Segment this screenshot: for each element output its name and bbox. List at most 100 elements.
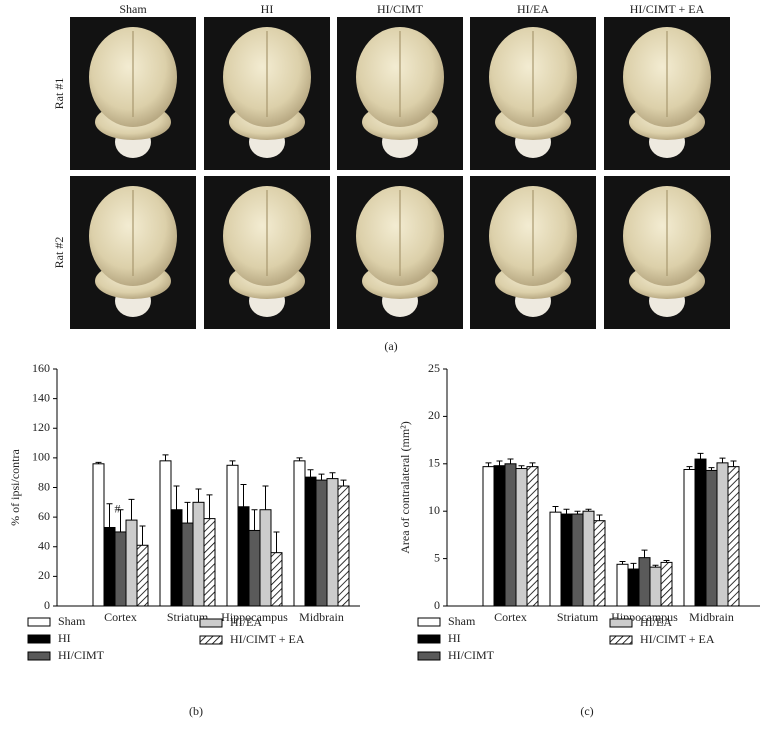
photo-panel: Sham HI HI/CIMT HI/EA HI/CIMT + EA Rat #1 Rat … — [52, 2, 730, 329]
legend-swatch — [609, 618, 633, 628]
bar — [649, 566, 662, 607]
bar — [660, 561, 673, 607]
x-tick-label: Cortex — [104, 610, 137, 624]
chart-caption: (b) — [189, 704, 203, 718]
error-bar — [307, 469, 314, 478]
y-tick-label: 10 — [428, 503, 440, 517]
error-bar — [663, 559, 670, 563]
column-label: HI/EA — [517, 2, 549, 16]
error-bar — [697, 452, 704, 460]
bar — [337, 485, 350, 607]
bar — [627, 568, 640, 607]
bar — [92, 463, 105, 607]
y-tick-label: 0 — [44, 598, 50, 612]
error-bar — [585, 508, 592, 512]
legend-label: Sham — [58, 614, 86, 628]
error-bar — [619, 560, 626, 565]
error-bar — [195, 488, 202, 503]
bar — [549, 511, 562, 607]
error-bar — [139, 525, 146, 546]
legend-swatch — [609, 635, 633, 645]
bar — [616, 563, 629, 607]
error-bar — [240, 484, 247, 507]
error-bar — [162, 454, 169, 461]
y-axis-label: Area of contralateral (mm²) — [398, 421, 412, 554]
bar — [114, 531, 127, 607]
legend-label: Sham — [448, 614, 476, 628]
error-bar — [184, 501, 191, 524]
bar — [248, 529, 261, 607]
error-bar — [340, 479, 347, 487]
bar — [593, 520, 606, 607]
error-bar — [95, 461, 102, 464]
legend-swatch — [417, 651, 441, 661]
bar — [192, 501, 205, 607]
column-label: HI — [261, 2, 274, 16]
bar — [259, 509, 272, 607]
error-bar — [730, 460, 737, 467]
bar — [560, 513, 573, 607]
legend-swatch — [417, 634, 441, 644]
y-axis-label: % of ipsi/contra — [8, 449, 22, 526]
error-bar — [574, 510, 581, 515]
bar — [181, 522, 194, 607]
bar — [293, 460, 306, 607]
error-bar — [630, 562, 637, 570]
bar — [571, 513, 584, 607]
y-tick-label: 0 — [434, 598, 440, 612]
error-bar — [296, 457, 303, 461]
x-tick-label: Cortex — [494, 610, 527, 624]
error-bar — [641, 549, 648, 558]
bar — [493, 465, 506, 607]
x-tick-label: Striatum — [167, 610, 209, 624]
bar — [526, 466, 539, 607]
bar — [237, 506, 250, 607]
x-tick-label: Hippocampus — [221, 610, 288, 624]
error-bar — [708, 467, 715, 471]
bar — [683, 468, 696, 607]
error-bar — [128, 498, 135, 521]
legend-swatch — [199, 635, 223, 645]
legend-label: HI/CIMT — [58, 648, 105, 662]
bar — [482, 466, 495, 607]
y-tick-label: 15 — [428, 456, 440, 470]
y-tick-label: 100 — [32, 450, 50, 464]
column-label: HI/CIMT + EA — [630, 2, 705, 16]
error-bar — [329, 472, 336, 479]
error-bar — [173, 485, 180, 510]
error-bar — [596, 514, 603, 521]
legend-swatch — [27, 634, 51, 644]
bar — [504, 463, 517, 607]
bar — [203, 518, 216, 607]
legend-label: HI — [58, 631, 71, 645]
x-tick-label: Midbrain — [689, 610, 734, 624]
column-label: HI/CIMT — [377, 2, 424, 16]
error-bar — [251, 509, 258, 531]
error-bar — [563, 508, 570, 515]
error-bar — [518, 465, 525, 469]
legend-label: HI/EA — [640, 615, 672, 629]
y-tick-label: 140 — [32, 390, 50, 404]
panel-caption: (a) — [384, 339, 397, 353]
y-tick-label: 5 — [434, 550, 440, 564]
y-tick-label: 25 — [428, 361, 440, 375]
bar — [159, 460, 172, 607]
bar — [638, 557, 651, 607]
bar — [315, 479, 328, 607]
bar — [582, 510, 595, 607]
error-bar — [552, 505, 559, 513]
bar — [226, 464, 239, 607]
y-tick-label: 20 — [428, 408, 440, 422]
y-tick-label: 60 — [38, 509, 50, 523]
bar — [694, 458, 707, 607]
row-label: Rat #1 — [52, 78, 66, 110]
legend-swatch — [27, 651, 51, 661]
bar — [170, 509, 183, 607]
legend-label: HI/CIMT + EA — [230, 632, 305, 646]
error-bar — [529, 462, 536, 467]
legend-swatch — [199, 618, 223, 628]
bar — [727, 466, 740, 607]
error-bar — [106, 503, 113, 528]
